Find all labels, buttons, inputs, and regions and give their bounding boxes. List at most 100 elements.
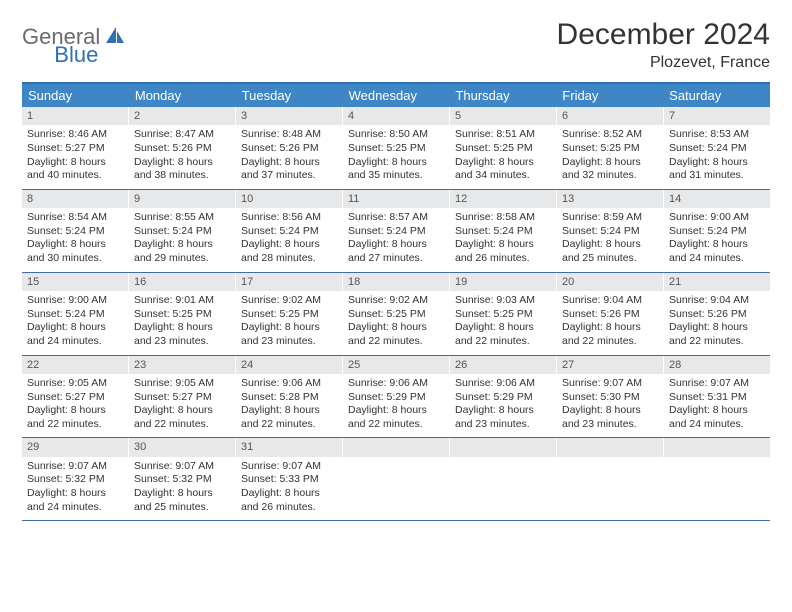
sunset-line: Sunset: 5:31 PM: [669, 391, 765, 405]
daylight-line-2: and 24 minutes.: [669, 418, 765, 432]
day-cell: 30Sunrise: 9:07 AMSunset: 5:32 PMDayligh…: [129, 438, 236, 520]
day-number: 27: [557, 356, 663, 374]
sunset-line: Sunset: 5:29 PM: [348, 391, 444, 405]
sunrise-line: Sunrise: 9:07 AM: [27, 460, 123, 474]
sunset-line: Sunset: 5:24 PM: [348, 225, 444, 239]
day-cell: 20Sunrise: 9:04 AMSunset: 5:26 PMDayligh…: [557, 273, 664, 355]
day-body: Sunrise: 9:07 AMSunset: 5:33 PMDaylight:…: [236, 457, 342, 521]
daylight-line-1: Daylight: 8 hours: [134, 238, 230, 252]
day-body: Sunrise: 9:04 AMSunset: 5:26 PMDaylight:…: [664, 291, 770, 355]
day-cell: 22Sunrise: 9:05 AMSunset: 5:27 PMDayligh…: [22, 356, 129, 438]
day-cell: 17Sunrise: 9:02 AMSunset: 5:25 PMDayligh…: [236, 273, 343, 355]
day-number: 30: [129, 438, 235, 456]
daylight-line-1: Daylight: 8 hours: [348, 238, 444, 252]
day-cell: 28Sunrise: 9:07 AMSunset: 5:31 PMDayligh…: [664, 356, 770, 438]
day-number: 4: [343, 107, 449, 125]
daylight-line-1: Daylight: 8 hours: [562, 238, 658, 252]
day-number: 18: [343, 273, 449, 291]
day-body: Sunrise: 8:47 AMSunset: 5:26 PMDaylight:…: [129, 125, 235, 189]
daylight-line-2: and 32 minutes.: [562, 169, 658, 183]
day-body: Sunrise: 9:02 AMSunset: 5:25 PMDaylight:…: [343, 291, 449, 355]
day-number: 9: [129, 190, 235, 208]
daylight-line-1: Daylight: 8 hours: [669, 404, 765, 418]
logo-text-blue: Blue: [54, 42, 98, 68]
daylight-line-2: and 34 minutes.: [455, 169, 551, 183]
week-row: 15Sunrise: 9:00 AMSunset: 5:24 PMDayligh…: [22, 273, 770, 356]
daylight-line-1: Daylight: 8 hours: [27, 487, 123, 501]
daylight-line-2: and 23 minutes.: [562, 418, 658, 432]
day-cell: 12Sunrise: 8:58 AMSunset: 5:24 PMDayligh…: [450, 190, 557, 272]
weekday-friday: Friday: [556, 84, 663, 107]
daylight-line-2: and 30 minutes.: [27, 252, 123, 266]
week-row: 22Sunrise: 9:05 AMSunset: 5:27 PMDayligh…: [22, 356, 770, 439]
day-cell: 21Sunrise: 9:04 AMSunset: 5:26 PMDayligh…: [664, 273, 770, 355]
day-number: 16: [129, 273, 235, 291]
daylight-line-2: and 28 minutes.: [241, 252, 337, 266]
sunset-line: Sunset: 5:24 PM: [669, 142, 765, 156]
sunrise-line: Sunrise: 9:04 AM: [669, 294, 765, 308]
day-number: 25: [343, 356, 449, 374]
day-cell: 6Sunrise: 8:52 AMSunset: 5:25 PMDaylight…: [557, 107, 664, 189]
sunset-line: Sunset: 5:26 PM: [241, 142, 337, 156]
daylight-line-2: and 37 minutes.: [241, 169, 337, 183]
day-body: [557, 457, 663, 466]
day-body: Sunrise: 9:06 AMSunset: 5:28 PMDaylight:…: [236, 374, 342, 438]
sunrise-line: Sunrise: 8:50 AM: [348, 128, 444, 142]
day-body: [664, 457, 770, 466]
day-cell: 9Sunrise: 8:55 AMSunset: 5:24 PMDaylight…: [129, 190, 236, 272]
day-cell: 15Sunrise: 9:00 AMSunset: 5:24 PMDayligh…: [22, 273, 129, 355]
day-empty: [557, 438, 664, 520]
daylight-line-2: and 24 minutes.: [669, 252, 765, 266]
sunrise-line: Sunrise: 8:59 AM: [562, 211, 658, 225]
sunset-line: Sunset: 5:32 PM: [27, 473, 123, 487]
daylight-line-2: and 27 minutes.: [348, 252, 444, 266]
daylight-line-1: Daylight: 8 hours: [562, 156, 658, 170]
sunrise-line: Sunrise: 9:02 AM: [348, 294, 444, 308]
daylight-line-1: Daylight: 8 hours: [241, 404, 337, 418]
weekday-thursday: Thursday: [449, 84, 556, 107]
daylight-line-2: and 23 minutes.: [134, 335, 230, 349]
day-cell: 24Sunrise: 9:06 AMSunset: 5:28 PMDayligh…: [236, 356, 343, 438]
sunrise-line: Sunrise: 9:04 AM: [562, 294, 658, 308]
day-body: Sunrise: 9:04 AMSunset: 5:26 PMDaylight:…: [557, 291, 663, 355]
day-number: 5: [450, 107, 556, 125]
day-number: [664, 438, 770, 456]
daylight-line-2: and 25 minutes.: [562, 252, 658, 266]
sunset-line: Sunset: 5:24 PM: [562, 225, 658, 239]
daylight-line-1: Daylight: 8 hours: [241, 238, 337, 252]
day-body: Sunrise: 8:52 AMSunset: 5:25 PMDaylight:…: [557, 125, 663, 189]
daylight-line-2: and 22 minutes.: [348, 418, 444, 432]
daylight-line-1: Daylight: 8 hours: [348, 156, 444, 170]
week-row: 8Sunrise: 8:54 AMSunset: 5:24 PMDaylight…: [22, 190, 770, 273]
day-number: [343, 438, 449, 456]
day-body: Sunrise: 9:03 AMSunset: 5:25 PMDaylight:…: [450, 291, 556, 355]
sunset-line: Sunset: 5:26 PM: [669, 308, 765, 322]
day-body: Sunrise: 9:06 AMSunset: 5:29 PMDaylight:…: [343, 374, 449, 438]
day-cell: 26Sunrise: 9:06 AMSunset: 5:29 PMDayligh…: [450, 356, 557, 438]
daylight-line-1: Daylight: 8 hours: [27, 238, 123, 252]
sunrise-line: Sunrise: 8:47 AM: [134, 128, 230, 142]
daylight-line-1: Daylight: 8 hours: [134, 487, 230, 501]
day-cell: 27Sunrise: 9:07 AMSunset: 5:30 PMDayligh…: [557, 356, 664, 438]
day-body: Sunrise: 8:55 AMSunset: 5:24 PMDaylight:…: [129, 208, 235, 272]
day-body: Sunrise: 8:54 AMSunset: 5:24 PMDaylight:…: [22, 208, 128, 272]
daylight-line-2: and 29 minutes.: [134, 252, 230, 266]
day-cell: 29Sunrise: 9:07 AMSunset: 5:32 PMDayligh…: [22, 438, 129, 520]
daylight-line-1: Daylight: 8 hours: [455, 321, 551, 335]
day-number: 24: [236, 356, 342, 374]
sunrise-line: Sunrise: 9:07 AM: [241, 460, 337, 474]
daylight-line-1: Daylight: 8 hours: [241, 487, 337, 501]
day-body: [343, 457, 449, 466]
daylight-line-1: Daylight: 8 hours: [27, 321, 123, 335]
day-number: 15: [22, 273, 128, 291]
sunset-line: Sunset: 5:25 PM: [455, 308, 551, 322]
day-number: 8: [22, 190, 128, 208]
daylight-line-2: and 35 minutes.: [348, 169, 444, 183]
daylight-line-2: and 23 minutes.: [241, 335, 337, 349]
weekday-tuesday: Tuesday: [236, 84, 343, 107]
day-number: 14: [664, 190, 770, 208]
week-row: 29Sunrise: 9:07 AMSunset: 5:32 PMDayligh…: [22, 438, 770, 521]
sunrise-line: Sunrise: 9:07 AM: [669, 377, 765, 391]
sunset-line: Sunset: 5:24 PM: [455, 225, 551, 239]
sunrise-line: Sunrise: 9:06 AM: [455, 377, 551, 391]
